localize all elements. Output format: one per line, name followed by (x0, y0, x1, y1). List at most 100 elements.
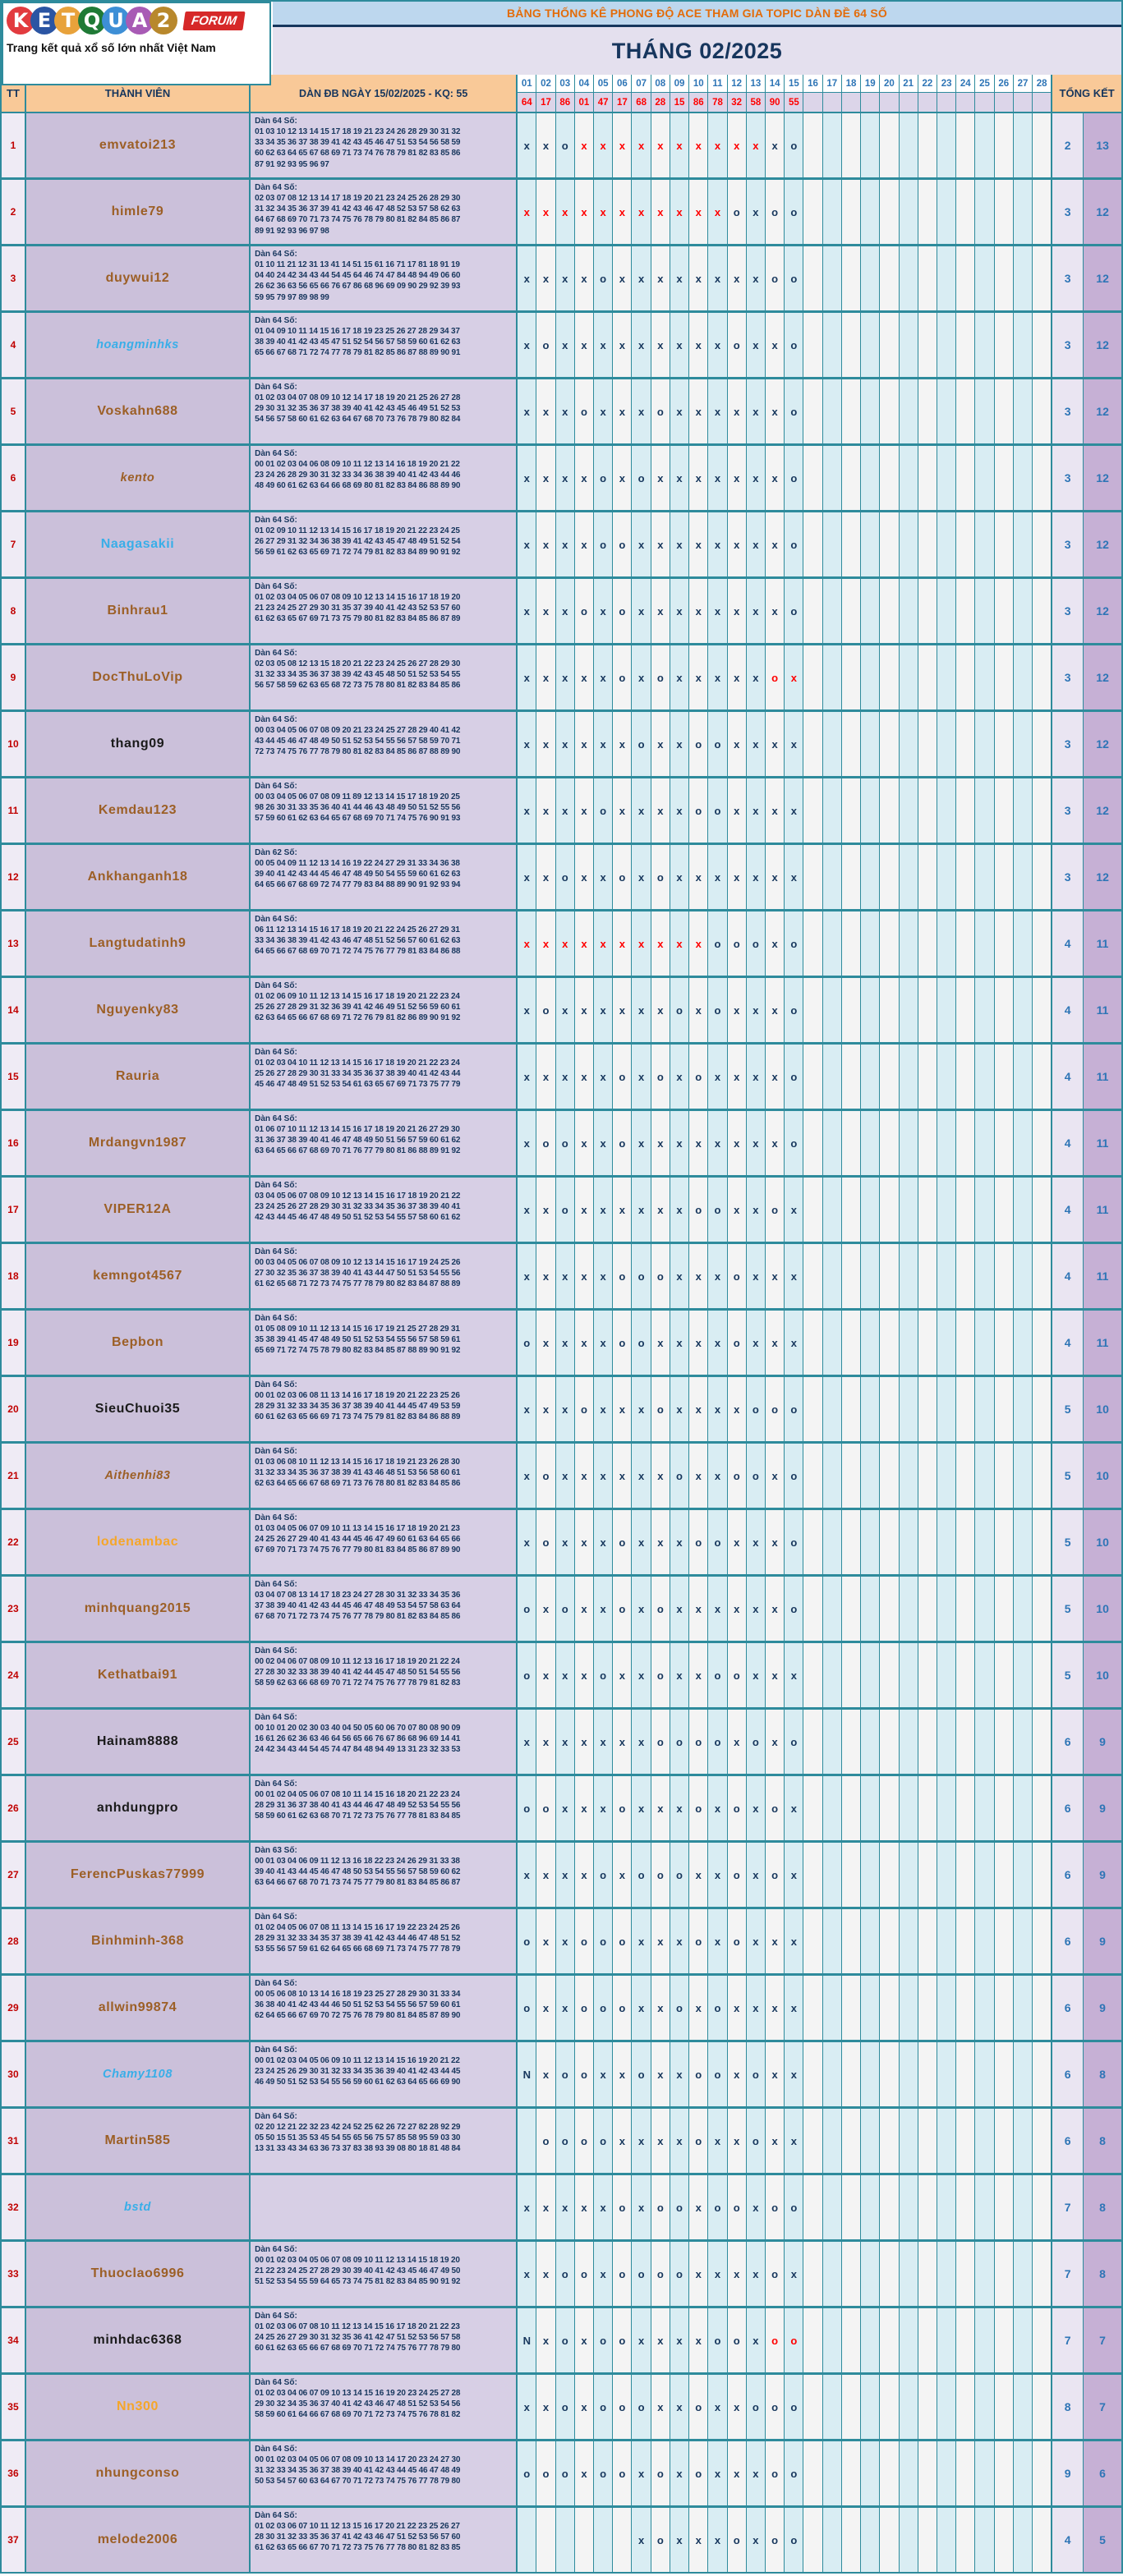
member-name[interactable]: Binhrau1 (107, 604, 168, 618)
day-cell-11: x (708, 1244, 728, 1308)
member-name[interactable]: kento (120, 471, 155, 484)
day-cell-20 (880, 2508, 900, 2572)
member-name[interactable]: thang09 (110, 737, 165, 751)
day-cell-09: x (670, 2441, 690, 2505)
mark-hit: o (790, 538, 798, 551)
member-name[interactable]: Nguyenky83 (96, 1003, 179, 1017)
member-name[interactable]: FerencPuskas77999 (70, 1867, 205, 1881)
mark-miss: x (619, 937, 625, 950)
member-name[interactable]: minhquang2015 (84, 1601, 191, 1615)
table-row: 3 duywui12 Dàn 64 Số: 01 10 11 21 12 31 13 … (2, 246, 1121, 313)
mark-miss: x (542, 2400, 550, 2413)
member-name[interactable]: lodenambac (96, 1535, 179, 1549)
day-cell-13: x (746, 379, 766, 443)
day-cell-04: x (574, 1178, 595, 1242)
day-cell-11: x (708, 2375, 728, 2439)
member-name[interactable]: DocThuLoVip (92, 670, 183, 684)
dan-number-line: 00 01 03 04 06 09 11 12 13 16 18 22 23 2… (255, 1857, 460, 1866)
mark-miss: x (581, 538, 587, 551)
member-name[interactable]: Rauria (115, 1069, 160, 1083)
day-cell-03: x (555, 313, 575, 377)
mark-hit: o (733, 1935, 740, 1948)
day-cell-06: o (613, 2242, 633, 2306)
day-cell-23 (937, 1244, 957, 1308)
member-name[interactable]: Bepbon (111, 1335, 164, 1349)
mark-miss: x (523, 1469, 530, 1482)
member-name[interactable]: Nn300 (117, 2399, 159, 2413)
member-name[interactable]: nhungconso (95, 2466, 180, 2480)
day-cell-13: x (746, 1976, 766, 2040)
mark-miss: x (581, 471, 587, 484)
mark-hit: o (695, 1802, 702, 1815)
dan-numbers-cell: Dàn 64 Số: 01 02 04 05 06 07 08 11 13 14 … (251, 1909, 518, 1973)
day-cell-03: x (555, 1909, 575, 1973)
day-cell-18 (841, 2441, 862, 2505)
day-cell-28 (1033, 113, 1052, 177)
member-name[interactable]: Hainam8888 (96, 1734, 179, 1748)
day-cell-03: x (555, 712, 575, 776)
day-cell-23 (937, 778, 957, 843)
member-name[interactable]: Kemdau123 (98, 803, 177, 817)
member-name[interactable]: anhdungpro (96, 1801, 179, 1815)
member-name[interactable]: Mrdangvn1987 (88, 1136, 187, 1150)
mark-miss: x (619, 139, 625, 152)
day-cell-10: x (689, 1577, 709, 1641)
member-name[interactable]: Binhminh-368 (91, 1934, 185, 1948)
day-cell-04: x (574, 2375, 595, 2439)
day-cell-16 (803, 1909, 823, 1973)
day-cell-28 (1033, 1111, 1052, 1175)
mark-miss: x (771, 2134, 778, 2147)
member-name[interactable]: kemngot4567 (93, 1269, 182, 1283)
day-cell-13: x (746, 246, 766, 310)
dan-number-line: 01 02 03 04 10 11 12 13 14 15 16 17 18 1… (255, 1058, 460, 1068)
dan-number-line: 01 05 08 09 10 11 12 13 14 15 16 17 19 2… (255, 1325, 460, 1334)
day-cell-01: x (518, 2175, 537, 2239)
member-name[interactable]: bstd (124, 2201, 152, 2214)
member-name[interactable]: Thuoclao6996 (90, 2266, 185, 2280)
mark-hit: o (600, 1935, 607, 1948)
member-name[interactable]: Langtudatinh9 (89, 936, 186, 950)
member-name[interactable]: Ankhanganh18 (87, 870, 188, 884)
member-name[interactable]: Martin585 (104, 2133, 171, 2147)
member-name[interactable]: Voskahn688 (97, 404, 178, 418)
day-cell-08: x (651, 978, 670, 1042)
day-cell-23 (937, 911, 957, 976)
member-name[interactable]: Naagasakii (100, 537, 175, 551)
day-cell-05: o (594, 1976, 614, 2040)
member-name[interactable]: allwin99874 (98, 2000, 177, 2014)
member-name[interactable]: Chamy1108 (103, 2068, 173, 2081)
day-cell-24 (956, 1045, 976, 1109)
mark-hit: o (656, 671, 664, 684)
mark-miss: x (542, 1203, 550, 1216)
forum-badge[interactable]: FORUM (182, 11, 246, 30)
member-name[interactable]: himle79 (111, 204, 164, 218)
day-cell-08: x (651, 313, 670, 377)
mark-miss: x (753, 804, 759, 817)
member-name[interactable]: duywui12 (105, 271, 170, 285)
member-cell: Rauria (25, 1045, 251, 1109)
member-name[interactable]: Kethatbai91 (97, 1668, 178, 1682)
day-cell-21 (899, 1776, 918, 1840)
mark-hit: o (695, 2400, 702, 2413)
member-name[interactable]: VIPER12A (104, 1202, 172, 1216)
day-cell-09: o (670, 2242, 690, 2306)
member-name[interactable]: Aithenhi83 (104, 1469, 171, 1482)
day-cell-28 (1033, 845, 1052, 909)
day-cell-24 (956, 2375, 976, 2439)
row-index: 27 (2, 1843, 26, 1907)
day-cell-21 (899, 645, 918, 709)
day-cell-10: x (689, 645, 709, 709)
day-cell-14: x (766, 1244, 785, 1308)
mark-miss: x (657, 538, 664, 551)
member-name[interactable]: emvatoi213 (99, 138, 177, 152)
day-cell-07: o (632, 1311, 651, 1375)
day-cell-10: x (689, 246, 709, 310)
member-name[interactable]: melode2006 (97, 2532, 178, 2546)
member-name[interactable]: hoangminhks (96, 338, 179, 351)
member-name[interactable]: minhdac6368 (93, 2333, 182, 2347)
dan-numbers-cell: Dàn 64 Số: 00 01 02 03 04 05 06 07 08 09 … (251, 2242, 518, 2306)
member-name[interactable]: SieuChuoi35 (94, 1402, 181, 1416)
dan-number-line: 29 30 31 32 35 36 37 38 39 40 41 42 43 4… (255, 404, 461, 414)
